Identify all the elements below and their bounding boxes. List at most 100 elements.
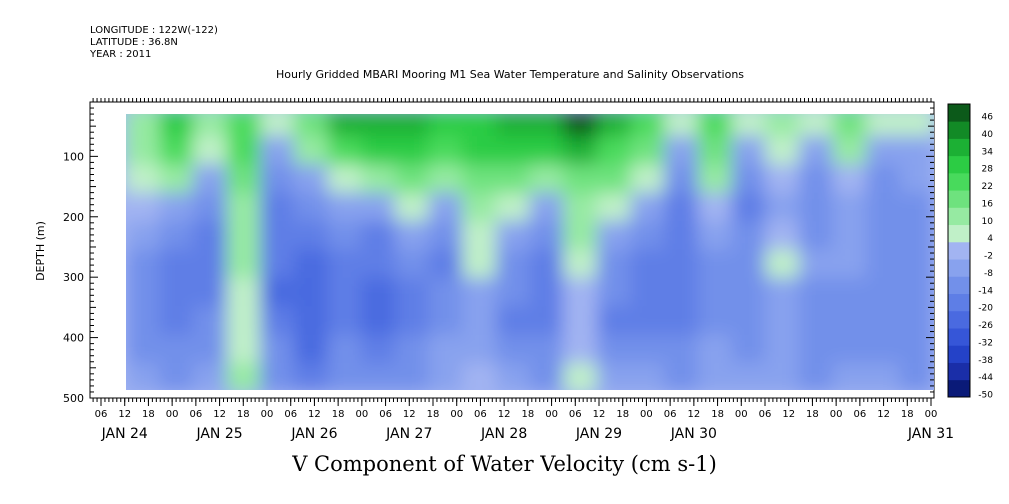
longitude-label: LONGITUDE : 122W(-122) — [90, 25, 218, 36]
field-cell — [630, 221, 666, 251]
field-cell — [226, 334, 262, 365]
x-hour-tick-label: 12 — [498, 409, 511, 420]
x-day-label: JAN 31 — [907, 426, 954, 442]
x-hour-tick-label: 12 — [403, 409, 416, 420]
field-cell — [159, 334, 194, 365]
colorbar-tick-label: -26 — [978, 321, 993, 331]
colorbar-segment — [948, 172, 970, 191]
colorbar-tick-label: -14 — [978, 286, 993, 296]
field-cell — [596, 164, 632, 194]
field-cell — [428, 192, 464, 223]
x-day-label: JAN 30 — [670, 426, 717, 442]
field-cell — [226, 277, 262, 308]
field-cell — [832, 221, 868, 251]
field-cell — [664, 249, 699, 279]
field-cell — [361, 334, 396, 365]
x-hour-tick-label: 00 — [355, 409, 368, 420]
field-cell — [260, 363, 295, 390]
field-cell — [327, 277, 363, 308]
field-cell — [260, 277, 295, 308]
field-cell — [327, 135, 363, 166]
colorbar-tick-label: -8 — [984, 269, 993, 279]
field-cell — [731, 277, 767, 308]
field-cell — [765, 164, 800, 194]
field-cell — [664, 306, 699, 336]
field-cell — [798, 114, 834, 137]
colorbar-segment — [948, 328, 970, 346]
field-cell — [765, 114, 800, 137]
x-hour-tick-label: 18 — [711, 409, 724, 420]
x-day-label: JAN 28 — [480, 426, 527, 442]
field-cell — [765, 363, 800, 390]
field-cell — [563, 192, 598, 223]
field-cell — [563, 306, 598, 336]
field-cell — [697, 249, 733, 279]
field-cell — [563, 135, 598, 166]
field-cell — [664, 114, 699, 137]
x-hour-tick-label: 12 — [118, 409, 131, 420]
field-cell — [529, 164, 565, 194]
x-hour-tick-label: 18 — [901, 409, 914, 420]
field-cell — [765, 334, 800, 365]
field-cell — [327, 334, 363, 365]
field-cell — [495, 334, 531, 365]
field-cell — [361, 135, 396, 166]
field-cell — [126, 164, 161, 194]
field-cell — [126, 306, 161, 336]
x-hour-tick-label: 06 — [379, 409, 392, 420]
colorbar-tick-label: 28 — [982, 165, 994, 175]
field-cell — [462, 306, 497, 336]
field-cell — [192, 249, 228, 279]
y-tick-label: 400 — [63, 332, 84, 345]
field-cell — [192, 363, 228, 390]
field-cell — [260, 135, 295, 166]
field-cell — [563, 249, 598, 279]
field-cell — [192, 164, 228, 194]
field-cell — [293, 164, 329, 194]
colorbar-segment — [948, 259, 970, 277]
field-cell — [697, 221, 733, 251]
field-cell — [630, 277, 666, 308]
x-hour-tick-label: 00 — [450, 409, 463, 420]
colorbar-tick-label: 4 — [987, 234, 993, 244]
field-cell — [832, 192, 868, 223]
field-cell — [664, 164, 699, 194]
field-cell — [192, 114, 228, 137]
field-cell — [361, 363, 396, 390]
field-cell — [462, 363, 497, 390]
field-cell — [394, 363, 430, 390]
x-day-label: JAN 25 — [195, 426, 242, 442]
field-cell — [832, 249, 868, 279]
field-cell — [159, 164, 194, 194]
x-hour-tick-label: 18 — [142, 409, 155, 420]
field-cell — [495, 114, 531, 137]
field-cell — [394, 135, 430, 166]
field-cell — [664, 192, 699, 223]
y-tick-label: 100 — [63, 150, 84, 163]
field-cell — [159, 135, 194, 166]
x-hour-tick-label: 06 — [189, 409, 202, 420]
field-cell — [832, 277, 868, 308]
field-cell — [226, 221, 262, 251]
field-cell — [293, 363, 329, 390]
variable-label: V Component of Water Velocity (cm s-1) — [292, 452, 717, 476]
field-cell — [495, 135, 531, 166]
x-hour-tick-label: 18 — [806, 409, 819, 420]
field-cell — [866, 135, 901, 166]
field-cell — [462, 135, 497, 166]
field-cell — [192, 277, 228, 308]
colorbar-tick-label: -32 — [978, 338, 993, 348]
field-cell — [866, 363, 901, 390]
field-cell — [327, 306, 363, 336]
x-hour-tick-label: 12 — [593, 409, 606, 420]
field-cell — [327, 164, 363, 194]
x-hour-tick-label: 18 — [237, 409, 250, 420]
field-cell — [866, 249, 901, 279]
field-cell — [327, 114, 363, 137]
x-hour-tick-label: 00 — [261, 409, 274, 420]
field-cell — [293, 277, 329, 308]
field-cell — [832, 114, 868, 137]
field-cell — [462, 192, 497, 223]
field-cell — [159, 363, 194, 390]
field-cell — [866, 221, 901, 251]
